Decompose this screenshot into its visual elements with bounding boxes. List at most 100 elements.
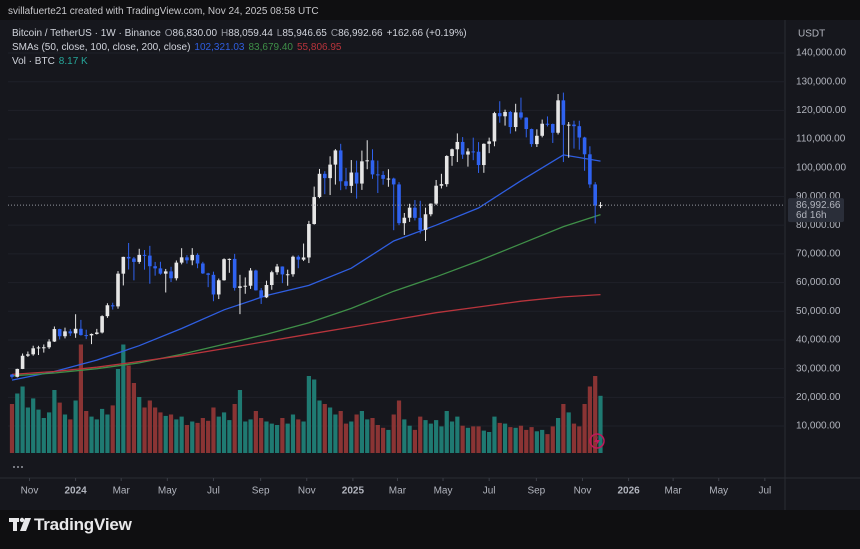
volume-bar: [587, 386, 592, 453]
candle-body: [73, 328, 78, 334]
volume-bar: [280, 418, 285, 453]
candle-body: [227, 258, 232, 260]
volume-bar: [423, 420, 428, 453]
volume-bar: [598, 395, 603, 453]
candle-body: [110, 305, 115, 307]
y-tick-label: 80,000.00: [796, 220, 841, 231]
x-tick-label: Sep: [252, 486, 270, 497]
candle-body: [20, 355, 25, 369]
candles: [10, 92, 603, 379]
volume-bar: [481, 430, 486, 453]
y-tick-label: 60,000.00: [796, 277, 841, 288]
volume-bar: [57, 402, 62, 453]
volume-bar: [73, 400, 78, 453]
volume-bar: [110, 405, 115, 453]
y-tick-label: 90,000.00: [796, 191, 841, 202]
volume-bar: [449, 421, 455, 453]
sma-value: 55,806.95: [296, 42, 342, 53]
candle-body: [333, 150, 338, 165]
candle-body: [179, 257, 184, 263]
candle-body: [68, 331, 73, 334]
candle-body: [280, 266, 285, 275]
volume-bar: [518, 425, 524, 453]
candle-body: [232, 258, 237, 288]
volume-bar: [428, 423, 433, 453]
volume-bar: [264, 421, 269, 453]
volume-bar: [412, 429, 418, 453]
volume-bar: [274, 425, 280, 453]
volume-bar: [540, 429, 545, 453]
volume-bar: [52, 390, 57, 453]
volume-value: 8.17 K: [58, 56, 88, 67]
candle-body: [529, 129, 534, 145]
price-tag-label: 86,992.66: [796, 200, 841, 211]
candle-body: [216, 280, 221, 295]
ohlc-value: 86,992.66: [338, 28, 383, 39]
volume-bar: [439, 426, 444, 453]
volume-bar: [381, 427, 386, 453]
candle-body: [338, 150, 343, 182]
y-tick-label: 110,000.00: [796, 134, 846, 145]
volume-bar: [492, 416, 497, 453]
candle-body: [243, 285, 248, 287]
candle-body: [503, 111, 507, 117]
volume-bar: [25, 407, 30, 453]
candle-body: [36, 347, 41, 349]
candle-body: [206, 273, 210, 275]
candle-body: [476, 151, 481, 166]
currency: USDT: [798, 29, 825, 40]
candle-body: [588, 154, 592, 185]
volume-bar: [206, 420, 211, 453]
candle-body: [535, 135, 539, 145]
candle-body: [285, 274, 290, 276]
candle-body: [418, 217, 423, 230]
ohlc-key: C: [330, 28, 339, 39]
candle-body: [407, 207, 412, 218]
candle-body: [466, 151, 470, 155]
volume-bar: [184, 425, 190, 453]
attribution: svillafuerte21 created with TradingView.…: [8, 6, 319, 17]
candle-body: [434, 185, 438, 204]
volume-bar: [460, 425, 465, 453]
volume-bar: [200, 418, 205, 453]
volume-bar: [306, 376, 311, 453]
x-tick-label: May: [158, 486, 177, 497]
y-tick-label: 130,000.00: [796, 76, 846, 87]
candle-body: [545, 123, 550, 125]
candle-body: [121, 256, 126, 274]
candle-body: [312, 197, 316, 225]
volume-bar: [179, 416, 184, 453]
candle-body: [259, 290, 263, 298]
candle-body: [439, 184, 444, 186]
candle-body: [126, 256, 131, 259]
candle-body: [513, 112, 518, 128]
x-tick-label: Nov: [574, 486, 592, 497]
y-tick-label: 100,000.00: [796, 162, 846, 173]
candle-body: [540, 123, 544, 136]
candle-body: [296, 256, 301, 260]
volume-bar: [534, 431, 539, 453]
volume-title: Vol · BTC: [12, 56, 55, 67]
sma-title: SMAs (50, close, 100, close, 200, close): [12, 42, 191, 53]
volume-bar: [46, 412, 52, 453]
volume-bar: [434, 420, 439, 453]
alert-icon[interactable]: [589, 433, 605, 449]
x-tick-label: 2026: [617, 486, 640, 497]
volume-bar: [296, 419, 301, 453]
candle-body: [423, 214, 428, 230]
candle-body: [57, 329, 62, 337]
candle-body: [254, 270, 258, 291]
volume-bar: [253, 411, 258, 453]
volume-bar: [317, 400, 322, 453]
candle-body: [508, 111, 513, 128]
ohlc-key: O: [164, 28, 173, 39]
volume-bar: [195, 422, 200, 453]
x-tick-label: Sep: [527, 486, 545, 497]
volume-bar: [115, 369, 121, 453]
x-tick-label: 2025: [342, 486, 365, 497]
candle-body: [381, 174, 385, 179]
candle-body: [301, 257, 306, 260]
legend-row: Bitcoin / TetherUS · 1W · Binance O86,830…: [12, 27, 471, 41]
candle-body: [582, 137, 587, 155]
